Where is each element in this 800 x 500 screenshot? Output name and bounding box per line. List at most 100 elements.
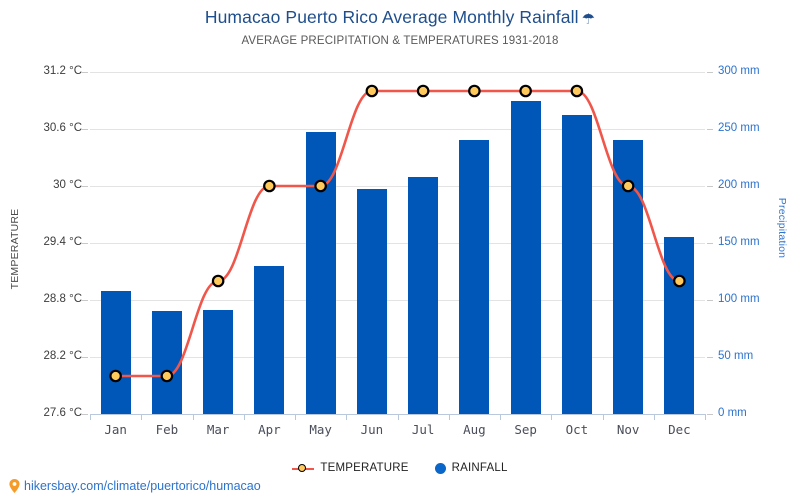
- axis-tick-mark: [82, 300, 88, 301]
- rainfall-bar[interactable]: [100, 290, 131, 414]
- axis-tick-mark: [82, 186, 88, 187]
- x-axis-tick-mark: [705, 414, 706, 420]
- x-axis-tick-mark: [654, 414, 655, 420]
- x-axis-tick-mark: [295, 414, 296, 420]
- gridline: [90, 357, 705, 358]
- rainfall-bar[interactable]: [356, 189, 387, 414]
- x-axis-month-label: Jan: [104, 422, 127, 437]
- temperature-point[interactable]: Jun 31 °C: [365, 84, 379, 98]
- axis-tick-mark: [82, 243, 88, 244]
- y-tick-label-precipitation: 300 mm: [718, 65, 760, 77]
- temperature-point[interactable]: Jan 28 °C: [109, 369, 122, 383]
- y-tick-label-precipitation: 250 mm: [718, 122, 760, 134]
- x-axis-month-label: Oct: [565, 422, 589, 437]
- temperature-line: [114, 89, 681, 378]
- x-axis-month-label: Nov: [616, 422, 640, 437]
- axis-tick-mark: [707, 414, 713, 415]
- legend-label-temperature: TEMPERATURE: [320, 462, 409, 474]
- axis-tick-mark: [707, 129, 713, 130]
- x-axis-tick-mark: [398, 414, 399, 420]
- temperature-line-layer: Jan 28 °C Feb 28 °C Mar 29 °C Apr 30 °C May …: [109, 84, 686, 383]
- location-pin-icon: [9, 479, 20, 493]
- axis-tick-mark: [707, 357, 713, 358]
- y-tick-label-temperature: 30.6 °C: [43, 122, 82, 134]
- chart-legend: TEMPERATURE RAINFALL: [0, 462, 800, 474]
- y-tick-label-temperature: 27.6 °C: [43, 407, 82, 419]
- page-title-text: Humacao Puerto Rico Average Monthly Rain…: [204, 7, 579, 27]
- axis-tick-mark: [707, 186, 713, 187]
- gridline: [90, 243, 705, 244]
- x-axis-month-label: Jun: [360, 422, 384, 437]
- footer: hikersbay.com/climate/puertorico/humacao: [9, 479, 261, 493]
- x-axis-tick-mark: [244, 414, 245, 420]
- gridline: [90, 129, 705, 130]
- temperature-point[interactable]: Jul 31 °C: [416, 84, 430, 98]
- y-tick-label-temperature: 30 °C: [53, 179, 82, 191]
- temperature-marker-icon: [292, 463, 315, 474]
- temperature-point[interactable]: Apr 30 °C: [263, 179, 276, 193]
- x-axis-tick-mark: [449, 414, 450, 420]
- rainfall-marker-icon: [434, 462, 446, 474]
- x-axis-tick-mark: [551, 414, 552, 420]
- x-axis-tick-mark: [90, 414, 91, 420]
- temperature-point[interactable]: Oct 31 °C: [570, 84, 584, 98]
- x-axis-tick-mark: [141, 414, 142, 420]
- rainfall-bar[interactable]: [408, 176, 439, 414]
- rainfall-bar[interactable]: [510, 100, 541, 414]
- axis-tick-mark: [82, 72, 88, 73]
- temperature-point[interactable]: Nov 30 °C: [621, 179, 635, 193]
- y-tick-label-precipitation: 150 mm: [718, 236, 760, 248]
- y-tick-label-temperature: 29.4 °C: [43, 236, 82, 248]
- x-axis-month-label: Sep: [514, 422, 537, 437]
- axis-tick-mark: [707, 300, 713, 301]
- legend-item-temperature[interactable]: TEMPERATURE: [292, 462, 408, 474]
- gridline: [90, 186, 705, 187]
- y-tick-label-precipitation: 100 mm: [718, 293, 760, 305]
- rainfall-bar[interactable]: [664, 237, 695, 414]
- y-tick-label-temperature: 28.8 °C: [43, 293, 82, 305]
- temperature-point[interactable]: Sep 31 °C: [519, 84, 532, 98]
- x-axis-line: [90, 414, 705, 415]
- axis-tick-mark: [82, 129, 88, 130]
- x-axis-month-label: Dec: [668, 422, 691, 437]
- temperature-point[interactable]: May 30 °C: [314, 179, 327, 193]
- axis-tick-mark: [707, 243, 713, 244]
- x-axis-tick-mark: [193, 414, 194, 420]
- y-tick-label-temperature: 31.2 °C: [43, 65, 82, 77]
- temperature-markers: Jan 28 °C Feb 28 °C Mar 29 °C Apr 30 °C May …: [109, 84, 686, 383]
- temperature-point[interactable]: Dec 29 °C: [673, 274, 686, 288]
- rainfall-bar[interactable]: [151, 311, 182, 414]
- y-axis-title-temperature: TEMPERATURE: [9, 208, 21, 290]
- gridline: [90, 300, 705, 301]
- x-axis-tick-mark: [603, 414, 604, 420]
- legend-item-rainfall[interactable]: RAINFALL: [434, 462, 508, 474]
- x-axis-month-label: Apr: [258, 422, 281, 437]
- x-axis-tick-mark: [500, 414, 501, 420]
- umbrella-rain-icon: ☂: [581, 11, 596, 28]
- axis-tick-mark: [82, 357, 88, 358]
- rainfall-bar[interactable]: [254, 265, 285, 414]
- rainfall-bar[interactable]: [561, 115, 592, 414]
- x-axis-month-label: Aug: [463, 422, 486, 437]
- temperature-point[interactable]: Feb 28 °C: [160, 369, 174, 383]
- x-axis-month-label: Mar: [206, 422, 230, 437]
- axis-tick-mark: [707, 72, 713, 73]
- page-subtitle: AVERAGE PRECIPITATION & TEMPERATURES 193…: [241, 35, 559, 47]
- gridline: [90, 72, 705, 73]
- rainfall-bar[interactable]: [203, 310, 234, 414]
- page-title: Humacao Puerto Rico Average Monthly Rain…: [0, 7, 800, 28]
- x-axis-tick-mark: [346, 414, 347, 420]
- x-axis-month-label: Jul: [411, 422, 435, 437]
- temperature-point[interactable]: Mar 29 °C: [211, 274, 225, 288]
- y-tick-label-temperature: 28.2 °C: [43, 350, 82, 362]
- legend-label-rainfall: RAINFALL: [451, 462, 508, 474]
- y-tick-label-precipitation: 200 mm: [718, 179, 760, 191]
- axis-tick-mark: [82, 414, 88, 415]
- plot-area: Jan 28 °C Feb 28 °C Mar 29 °C Apr 30 °C May …: [90, 72, 705, 415]
- x-axis-month-label: May: [309, 422, 332, 437]
- source-url[interactable]: hikersbay.com/climate/puertorico/humacao: [24, 479, 261, 493]
- y-tick-label-precipitation: 0 mm: [718, 407, 747, 419]
- rainfall-bar[interactable]: [459, 140, 490, 414]
- temperature-point[interactable]: Aug 31 °C: [468, 84, 481, 98]
